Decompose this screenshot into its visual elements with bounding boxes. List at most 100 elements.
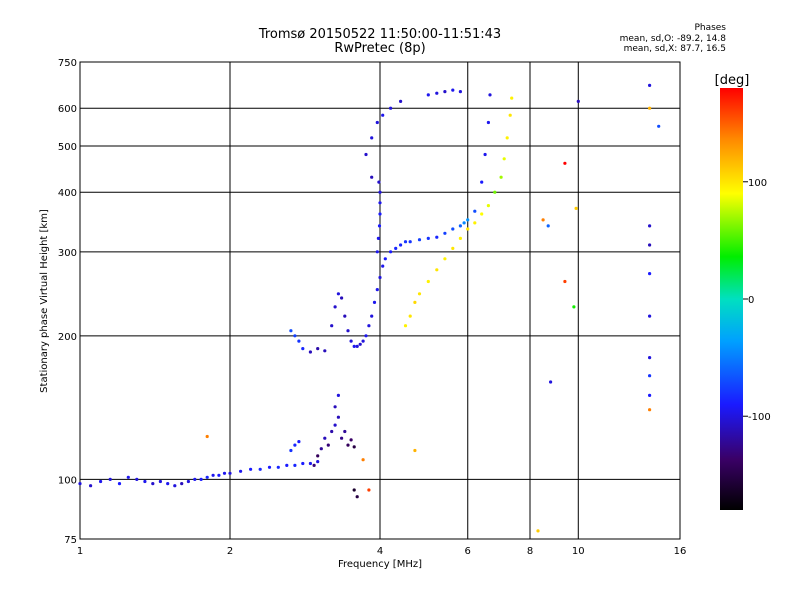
echo-point [308, 350, 312, 354]
echo-point [355, 495, 359, 499]
echo-point [316, 460, 320, 464]
echo-point [319, 447, 323, 451]
echo-point [367, 488, 371, 492]
echo-point [78, 482, 82, 486]
echo-point [340, 436, 344, 440]
echo-point [323, 349, 327, 353]
echo-point [563, 161, 567, 165]
echo-point [346, 329, 350, 333]
echo-point [367, 324, 371, 328]
echo-point [364, 152, 368, 157]
echo-point [375, 288, 379, 292]
echo-point [466, 227, 470, 231]
echo-point [276, 465, 280, 469]
x-tick-label: 2 [227, 546, 233, 557]
echo-point [648, 272, 652, 276]
echo-point [316, 347, 320, 351]
phase-info-x-mode: mean, sd,X: 87.7, 16.5 [623, 44, 726, 54]
echo-point [258, 467, 262, 471]
echo-point [480, 180, 484, 184]
echo-point [510, 96, 514, 100]
echo-point [473, 209, 477, 213]
colorbar-tick-label: 100 [748, 178, 767, 189]
echo-point [458, 90, 462, 94]
echo-point [536, 529, 540, 533]
echo-point [205, 434, 209, 439]
echo-point [443, 231, 447, 235]
echo-point [349, 438, 353, 442]
phase-info-o-mode: mean, sd,O: -89.2, 14.8 [619, 34, 726, 44]
echo-point [381, 264, 385, 268]
echo-point [173, 484, 177, 488]
echo-point [426, 93, 430, 97]
echo-point [143, 479, 147, 484]
echo-point [648, 356, 652, 360]
echo-point [394, 246, 398, 250]
echo-point [297, 440, 301, 444]
echo-point [336, 415, 340, 419]
echo-point [408, 240, 412, 244]
echo-point [326, 443, 330, 447]
echo-point [648, 408, 652, 412]
colorbar-tick-label: -100 [748, 412, 771, 423]
echo-point [378, 275, 382, 280]
echo-point [370, 314, 374, 318]
echo-point [333, 423, 337, 427]
y-tick-label: 100 [58, 475, 77, 486]
echo-point [657, 124, 661, 128]
echo-point [323, 436, 327, 440]
echo-point [508, 113, 512, 117]
echo-point [186, 479, 190, 484]
echo-point [222, 471, 227, 475]
echo-point [289, 329, 293, 333]
colorbar-ticks: 100 0 -100 [743, 178, 771, 423]
echo-point [336, 292, 340, 296]
echo-point [361, 339, 365, 343]
echo-point [435, 91, 439, 95]
echo-point [451, 88, 455, 92]
echo-point [435, 268, 439, 272]
chart-subtitle: RwPretec (8p) [334, 41, 426, 56]
echo-point [364, 334, 368, 338]
echo-point [435, 235, 439, 239]
echo-point [466, 218, 470, 222]
echo-point [403, 240, 408, 244]
echo-point [193, 477, 197, 481]
colorbar-tick-label: 0 [748, 295, 754, 306]
x-tick-label: 6 [465, 546, 471, 557]
echo-point [355, 344, 359, 348]
echo-point [648, 393, 652, 397]
echo-point [417, 292, 422, 296]
echo-point [426, 236, 430, 240]
echo-point [546, 224, 550, 228]
echo-point [151, 482, 155, 486]
echo-point [370, 175, 374, 179]
echo-point [372, 300, 377, 304]
echo-point [308, 461, 312, 466]
echo-point [458, 224, 462, 228]
echo-point [340, 296, 344, 300]
echo-point [505, 136, 509, 140]
echo-point [648, 314, 652, 318]
echo-point [211, 473, 215, 477]
echo-point [267, 465, 272, 469]
echo-point [361, 458, 365, 462]
echo-point [378, 212, 382, 216]
echo-point [297, 339, 301, 343]
echo-point [377, 224, 382, 228]
colorbar-label: [deg] [715, 73, 750, 88]
echo-point [576, 99, 580, 103]
echo-point [352, 488, 356, 492]
grid-lines [80, 62, 680, 539]
echo-point [370, 136, 374, 140]
echo-point [403, 324, 408, 328]
echo-point [493, 190, 497, 194]
echo-point [426, 279, 430, 284]
echo-point [199, 477, 203, 481]
y-axis-ticks: 75 100 200 300 400 500 600 750 [58, 58, 77, 546]
echo-point [135, 477, 139, 481]
echo-point [312, 463, 316, 467]
echo-point [346, 443, 350, 447]
echo-point [352, 445, 356, 449]
chart-title: Tromsø 20150522 11:50:00-11:51:43 [258, 27, 502, 42]
